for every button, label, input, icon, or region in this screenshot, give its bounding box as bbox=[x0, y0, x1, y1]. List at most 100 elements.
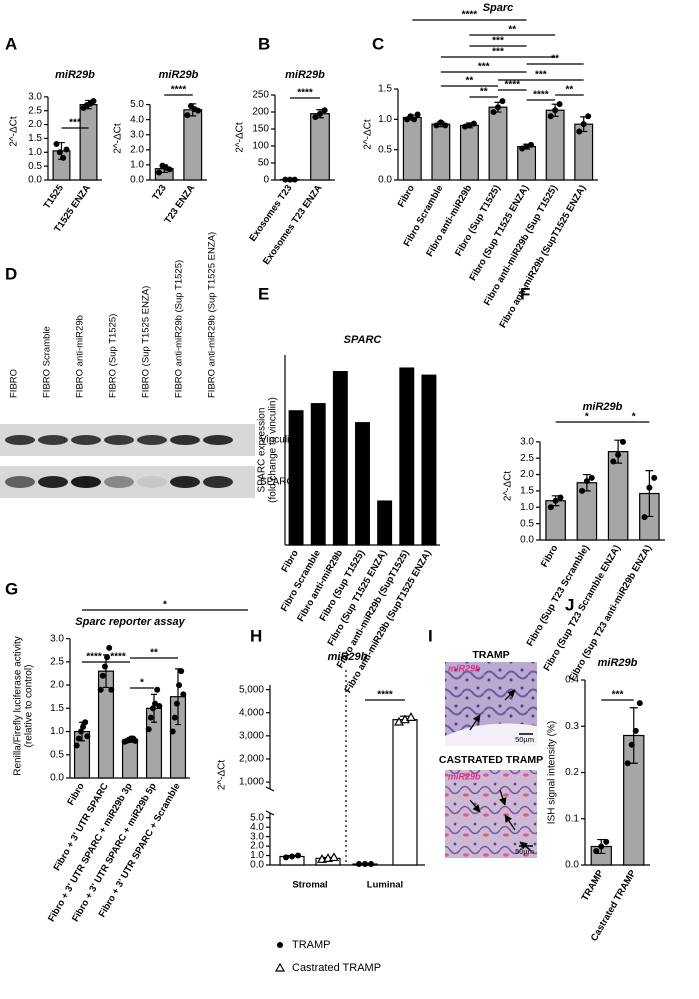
chart-title: Sparc bbox=[483, 2, 514, 14]
data-point bbox=[101, 663, 108, 670]
data-point bbox=[169, 728, 176, 735]
data-point bbox=[646, 484, 653, 491]
data-point bbox=[166, 166, 173, 173]
y-axis-label: Renilla/Firefly luciferase activity bbox=[13, 636, 24, 776]
y-tick-label: 3.0 bbox=[520, 436, 534, 447]
data-point bbox=[145, 726, 152, 733]
blot-band bbox=[137, 476, 167, 488]
arrow bbox=[499, 789, 507, 806]
data-point bbox=[195, 107, 202, 114]
data-point bbox=[405, 712, 417, 721]
y-tick-label: 1.5 bbox=[378, 84, 392, 95]
significance-label: **** bbox=[504, 80, 520, 91]
y-tick-label: 2.0 bbox=[130, 144, 144, 155]
significance-label: **** bbox=[171, 85, 187, 96]
y-tick-label: 2,000 bbox=[239, 754, 264, 765]
data-point bbox=[289, 853, 295, 860]
data-point bbox=[583, 478, 590, 485]
blot-band bbox=[5, 435, 35, 445]
y-tick-label: 2.5 bbox=[520, 453, 534, 464]
significance-label: *** bbox=[612, 690, 624, 701]
row-label: SPARC bbox=[260, 477, 294, 488]
bar bbox=[310, 403, 326, 546]
data-point bbox=[490, 109, 497, 116]
lane-label: FIBRO Scramble bbox=[42, 326, 53, 398]
x-tick-label: Fibro (Sup T23 Scramble) bbox=[525, 543, 592, 648]
x-tick-label: Stromal bbox=[292, 880, 327, 891]
y-tick-label: 2.5 bbox=[28, 105, 42, 116]
error-bar bbox=[629, 707, 638, 764]
data-point bbox=[291, 176, 298, 183]
bar bbox=[121, 739, 139, 779]
data-point bbox=[576, 128, 583, 135]
axis-break bbox=[265, 810, 275, 816]
y-tick-label: 150 bbox=[252, 124, 269, 135]
axis-break bbox=[265, 786, 275, 792]
bar bbox=[332, 371, 348, 546]
blot-band bbox=[170, 476, 200, 488]
significance-label: ** bbox=[551, 54, 559, 65]
data-point bbox=[414, 111, 421, 118]
lane-label: FIBRO (Sup T1525) bbox=[108, 314, 119, 398]
y-tick-label: 3.0 bbox=[130, 129, 144, 140]
y-tick-label: 5.0 bbox=[130, 99, 144, 110]
y-axis-label: 2^-ΔCt bbox=[9, 116, 20, 146]
data-point bbox=[528, 141, 534, 148]
y-tick-label: 1.0 bbox=[130, 160, 144, 171]
data-point bbox=[641, 514, 648, 521]
y-tick-label: 2.0 bbox=[520, 469, 534, 480]
bar bbox=[517, 146, 537, 181]
blot-band bbox=[104, 435, 134, 445]
image-title: TRAMP bbox=[472, 649, 509, 661]
data-point bbox=[585, 113, 592, 120]
y-tick-label: 0.5 bbox=[28, 161, 42, 172]
bar bbox=[288, 410, 304, 546]
y-axis-label: 2^-ΔCt bbox=[503, 471, 514, 501]
data-point bbox=[624, 760, 631, 767]
y-tick-label: 0.4 bbox=[565, 675, 579, 686]
bar bbox=[392, 719, 418, 866]
data-point bbox=[184, 112, 191, 119]
y-tick-label: 50 bbox=[258, 158, 270, 169]
x-tick-label: Luminal bbox=[367, 880, 403, 891]
data-point bbox=[603, 838, 610, 845]
data-point bbox=[282, 176, 289, 183]
data-point bbox=[547, 113, 554, 120]
significance-label: **** bbox=[86, 652, 102, 663]
arrow bbox=[504, 689, 516, 701]
y-tick-label: 0.2 bbox=[565, 767, 579, 778]
data-point bbox=[579, 487, 586, 494]
arrow bbox=[469, 799, 481, 813]
x-tick-label: Fibro bbox=[65, 781, 86, 807]
data-point bbox=[619, 438, 626, 445]
chart-title: Sparc reporter assay bbox=[75, 616, 185, 628]
blot-band bbox=[203, 435, 233, 445]
data-point bbox=[56, 149, 63, 156]
panel-letter: J bbox=[565, 595, 574, 614]
y-tick-label: 1.0 bbox=[28, 147, 42, 158]
chart-title: SPARC bbox=[344, 334, 383, 346]
significance-label: ** bbox=[566, 85, 574, 96]
data-point bbox=[149, 705, 156, 712]
data-point bbox=[651, 474, 658, 481]
data-point bbox=[328, 852, 340, 862]
blot-band bbox=[71, 476, 101, 488]
y-tick-label: 200 bbox=[252, 107, 269, 118]
y-tick-label: 1.5 bbox=[50, 703, 64, 714]
y-tick-label: 2.0 bbox=[28, 119, 42, 130]
y-tick-label: 0.0 bbox=[520, 535, 534, 546]
chart-title: miR29b bbox=[598, 657, 638, 669]
lane-label: FIBRO anti-miR29b (Sup T1525 ENZA) bbox=[207, 232, 218, 398]
chart-title: miR29b bbox=[55, 69, 95, 81]
significance-label: * bbox=[163, 600, 167, 611]
data-point bbox=[75, 735, 82, 742]
blot-band bbox=[104, 476, 134, 488]
data-point bbox=[470, 120, 477, 127]
lane-label: FIBRO anti-miR29b (Sup T1525) bbox=[174, 260, 185, 398]
data-point bbox=[411, 116, 418, 123]
y-tick-label: 0.0 bbox=[565, 860, 579, 871]
data-point bbox=[53, 140, 60, 147]
y-tick-label: 0.5 bbox=[50, 749, 64, 760]
y-axis-label: (fold change to vinculin) bbox=[268, 397, 279, 503]
image-title: CASTRATED TRAMP bbox=[439, 754, 543, 766]
